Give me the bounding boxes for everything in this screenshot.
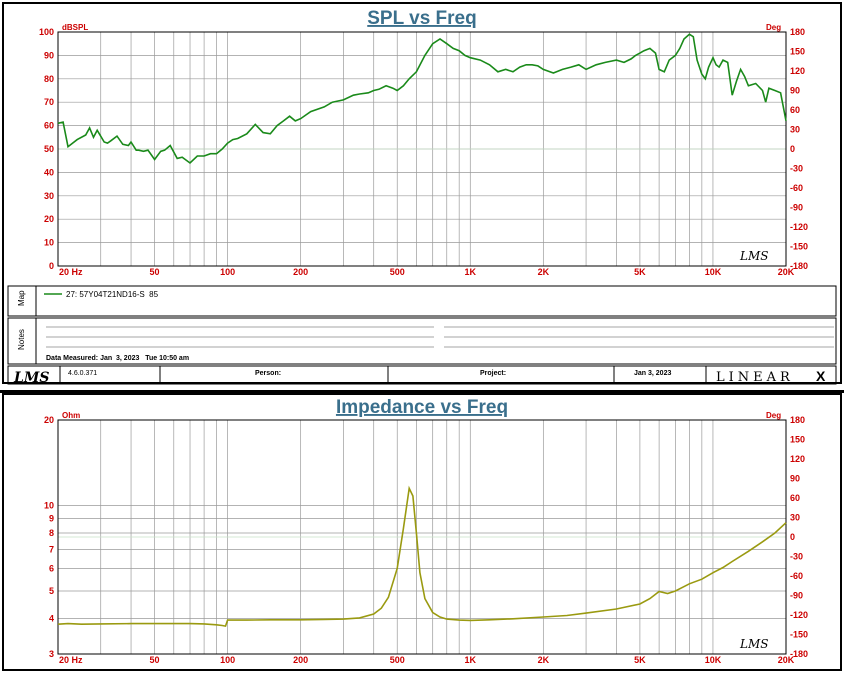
x-tick-label: 100 xyxy=(220,655,235,665)
spl-y-unit-left: dBSPL xyxy=(62,23,88,32)
y2-tick-label: 120 xyxy=(790,66,805,76)
y2-tick-label: -150 xyxy=(790,630,808,640)
y2-tick-label: 30 xyxy=(790,125,800,135)
y2-tick-label: -60 xyxy=(790,183,803,193)
y-tick-label: 4 xyxy=(49,614,54,624)
spl-series-line xyxy=(57,33,787,165)
impedance-chart: Impedance vs Freq Ohm Deg 3 4 5 6 7 8 9 10 20 -1… xyxy=(2,393,842,671)
x-tick-label: 20 Hz xyxy=(59,267,83,277)
y2-tick-label: -180 xyxy=(790,261,808,271)
x-tick-label: 500 xyxy=(390,267,405,277)
y2-tick-label: 120 xyxy=(790,454,805,464)
impedance-y-unit-left: Ohm xyxy=(62,411,80,420)
x-tick-label: 20K xyxy=(778,655,795,665)
y2-tick-label: 90 xyxy=(790,86,800,96)
y-tick-label: 90 xyxy=(44,50,54,60)
y-tick-label: 8 xyxy=(49,528,54,538)
x-tick-label: 20K xyxy=(778,267,795,277)
y-tick-label: 5 xyxy=(49,586,54,596)
x-tick-label: 200 xyxy=(293,267,308,277)
x-tick-label: 1K xyxy=(465,655,477,665)
y-tick-label: 80 xyxy=(44,74,54,84)
y2-tick-label: 60 xyxy=(790,105,800,115)
x-tick-label: 10K xyxy=(705,267,722,277)
legend-entry: 27: 57Y04T21ND16-S 85 xyxy=(66,290,159,299)
footer-person-label: Person: xyxy=(255,370,281,377)
y2-tick-label: -120 xyxy=(790,222,808,232)
y-tick-label: 50 xyxy=(44,144,54,154)
footer-lms-logo: LMS xyxy=(13,370,49,386)
y-tick-label: 20 xyxy=(44,214,54,224)
y-tick-label: 70 xyxy=(44,97,54,107)
y2-tick-label: -60 xyxy=(790,571,803,581)
y2-tick-label: 180 xyxy=(790,27,805,37)
y2-tick-label: 150 xyxy=(790,435,805,445)
x-tick-label: 5K xyxy=(634,267,646,277)
spl-y-unit-right: Deg xyxy=(766,23,781,32)
footer-version: 4.6.0.371 xyxy=(68,370,97,377)
y-tick-label: 10 xyxy=(44,500,54,510)
x-tick-label: 50 xyxy=(150,655,160,665)
y-tick-label: 10 xyxy=(44,238,54,248)
y2-tick-label: 150 xyxy=(790,47,805,57)
x-tick-label: 1K xyxy=(465,267,477,277)
y-tick-label: 100 xyxy=(39,27,54,37)
y2-tick-label: 0 xyxy=(790,532,795,542)
footer-date: Jan 3, 2023 xyxy=(634,370,671,377)
x-tick-label: 20 Hz xyxy=(59,655,83,665)
y-tick-label: 20 xyxy=(44,415,54,425)
spl-chart-title: SPL vs Freq xyxy=(367,8,476,29)
y2-tick-label: -30 xyxy=(790,552,803,562)
data-measured: Data Measured: Jan 3, 2023 Tue 10:50 am xyxy=(46,355,189,362)
impedance-panel: Impedance vs Freq Ohm Deg 3 4 5 6 7 8 9 10 20 -1… xyxy=(0,390,844,675)
x-tick-label: 2K xyxy=(538,267,550,277)
x-tick-label: 5K xyxy=(634,655,646,665)
y2-tick-label: -120 xyxy=(790,610,808,620)
y2-tick-label: -180 xyxy=(790,649,808,659)
y2-tick-label: -30 xyxy=(790,164,803,174)
x-tick-label: 50 xyxy=(150,267,160,277)
impedance-chart-title: Impedance vs Freq xyxy=(336,397,508,418)
x-tick-label: 10K xyxy=(705,655,722,665)
footer-project-label: Project: xyxy=(480,370,506,377)
y-tick-label: 0 xyxy=(49,261,54,271)
y-tick-label: 40 xyxy=(44,167,54,177)
map-side-label: Map xyxy=(17,290,26,306)
x-tick-label: 200 xyxy=(293,655,308,665)
y2-tick-label: 30 xyxy=(790,513,800,523)
y-tick-label: 6 xyxy=(49,564,54,574)
impedance-y-unit-right: Deg xyxy=(766,411,781,420)
y-tick-label: 3 xyxy=(49,649,54,659)
spl-panel: SPL vs Freq dBSPL Deg 0 10 20 30 40 50 60 70 80 9… xyxy=(0,0,844,386)
y2-tick-label: 0 xyxy=(790,144,795,154)
y2-tick-label: -90 xyxy=(790,591,803,601)
impedance-lms-mark: LMS xyxy=(739,637,768,651)
y-tick-label: 30 xyxy=(44,191,54,201)
y2-tick-label: 90 xyxy=(790,474,800,484)
y-tick-label: 60 xyxy=(44,121,54,131)
y2-tick-label: 180 xyxy=(790,415,805,425)
y2-tick-label: -90 xyxy=(790,203,803,213)
y-tick-label: 7 xyxy=(49,544,54,554)
spl-lms-mark: LMS xyxy=(739,249,768,263)
y2-tick-label: -150 xyxy=(790,242,808,252)
y-tick-label: 9 xyxy=(49,513,54,523)
x-tick-label: 2K xyxy=(538,655,550,665)
y2-tick-label: 60 xyxy=(790,493,800,503)
notes-side-label: Notes xyxy=(17,329,26,350)
impedance-series-line xyxy=(57,485,787,628)
spl-chart: SPL vs Freq dBSPL Deg 0 10 20 30 40 50 60 70 80 9… xyxy=(2,2,842,386)
x-tick-label: 100 xyxy=(220,267,235,277)
footer-brand: LINEAR xyxy=(716,370,794,385)
x-tick-label: 500 xyxy=(390,655,405,665)
footer-brand-mark: X xyxy=(816,368,826,384)
